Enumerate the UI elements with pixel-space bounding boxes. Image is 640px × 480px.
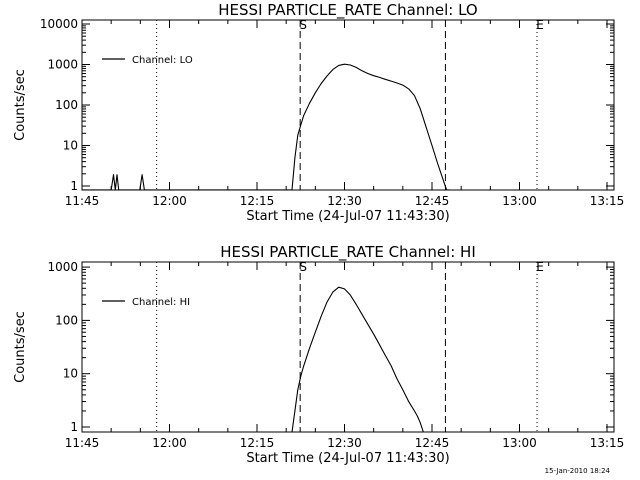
x-tick-label: 13:15 [590,194,625,208]
x-tick-label: 12:30 [327,194,362,208]
x-tick-label: 13:00 [502,194,537,208]
y-tick-label: 1000 [47,58,78,72]
x-tick-label: 11:45 [65,436,100,450]
x-tick-label: 12:00 [152,436,187,450]
y-tick-label: 100 [55,313,78,327]
hi-channel-panel: HESSI PARTICLE_RATE Channel: HI 11:45 12:0… [13,243,624,466]
y-tick-label: 10 [63,367,78,381]
y-tick-label: 1 [70,179,78,193]
y-axis-label: Counts/sec [13,69,28,141]
y-axis-label: Counts/sec [13,311,28,383]
marker-label: S [299,260,307,274]
plot-frame [81,19,615,191]
x-tick-label: 12:45 [415,194,450,208]
legend-label: Channel: HI [132,297,190,308]
legend-label: Channel: LO [132,55,193,66]
x-tick-label: 13:00 [502,436,537,450]
plot-frame [81,261,615,433]
x-tick-label: 12:15 [240,194,275,208]
chart-title: HESSI PARTICLE_RATE Channel: HI [220,243,476,262]
marker-label: S [299,18,307,32]
y-tick-label: 10 [63,139,78,153]
x-tick-label: 12:00 [152,194,187,208]
y-tick-label: 1000 [47,260,78,274]
series-line [82,286,427,433]
y-tick-label: 1 [70,420,78,434]
marker-label: E [536,18,544,32]
marker-label: E [536,260,544,274]
x-tick-label: 11:45 [65,194,100,208]
series-line [82,63,450,191]
chart-title: HESSI PARTICLE_RATE Channel: LO [218,1,477,20]
x-axis-label: Start Time (24-Jul-07 11:43:30) [246,209,449,224]
y-tick-label: 100 [55,98,78,112]
x-tick-label: 12:15 [240,436,275,450]
x-axis-label: Start Time (24-Jul-07 11:43:30) [246,451,449,466]
x-tick-label: 13:15 [590,436,625,450]
lo-channel-panel: HESSI PARTICLE_RATE Channel: LO 11:45 12:0… [13,1,624,224]
x-tick-label: 12:45 [415,436,450,450]
y-tick-label: 10000 [40,17,78,31]
timestamp-stamp: 15-Jan-2010 18:24 [545,467,611,475]
x-tick-label: 12:30 [327,436,362,450]
